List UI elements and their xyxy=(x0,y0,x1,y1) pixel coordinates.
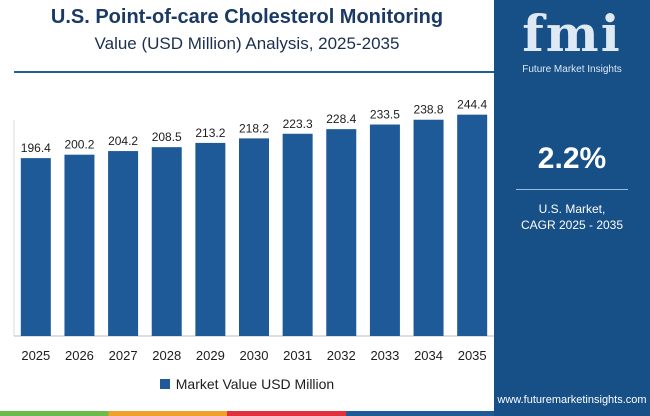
cagr-value: 2.2% xyxy=(537,142,607,175)
bar-2034[interactable] xyxy=(413,119,444,336)
legend-label: Market Value USD Million xyxy=(175,376,335,392)
cagr-label-period: CAGR 2025 - 2035 xyxy=(520,218,624,232)
x-tick-label-2033: 2033 xyxy=(370,348,399,363)
bar-2029[interactable] xyxy=(195,142,226,336)
value-label-2029: 213.2 xyxy=(195,126,225,140)
fmi-logo: fmi Future Market Insights xyxy=(506,8,638,78)
chart-legend: Market Value USD Million xyxy=(0,376,494,392)
bar-2026[interactable] xyxy=(64,154,95,336)
bar-2032[interactable] xyxy=(326,129,357,336)
value-label-2025: 196.4 xyxy=(21,141,51,155)
x-tick-label-2034: 2034 xyxy=(414,348,443,363)
value-label-2035: 244.4 xyxy=(457,98,487,112)
legend-swatch xyxy=(159,379,170,389)
bar-2027[interactable] xyxy=(108,151,139,336)
value-label-2026: 200.2 xyxy=(64,138,94,152)
chart-subtitle: Value (USD Million) Analysis, 2025-2035 xyxy=(94,34,400,53)
cagr-divider xyxy=(516,189,628,190)
side-panel: fmi Future Market Insights 2.2% U.S. Mar… xyxy=(494,0,650,416)
cagr-label-market: U.S. Market, xyxy=(538,202,606,216)
x-tick-label-2032: 2032 xyxy=(327,348,356,363)
x-tick-label-2030: 2030 xyxy=(240,348,269,363)
chart-title: U.S. Point-of-care Cholesterol Monitorin… xyxy=(50,6,444,28)
bar-2030[interactable] xyxy=(239,138,269,336)
x-tick-label-2025: 2025 xyxy=(21,348,50,363)
value-label-2028: 208.5 xyxy=(152,130,182,144)
x-tick-label-2031: 2031 xyxy=(283,348,312,363)
logo-text: fmi xyxy=(522,4,622,63)
x-tick-label-2027: 2027 xyxy=(109,348,138,363)
bar-2031[interactable] xyxy=(282,133,313,336)
x-tick-label-2026: 2026 xyxy=(65,348,94,363)
bar-2033[interactable] xyxy=(369,124,400,336)
x-tick-label-2035: 2035 xyxy=(458,348,487,363)
logo-subtitle: Future Market Insights xyxy=(522,64,622,75)
title-divider xyxy=(14,71,494,73)
bar-2035[interactable] xyxy=(457,114,488,336)
bar-2025[interactable] xyxy=(20,158,51,336)
value-label-2034: 238.8 xyxy=(414,103,444,117)
x-tick-label-2028: 2028 xyxy=(152,348,181,363)
x-tick-label-2029: 2029 xyxy=(196,348,225,363)
website-link[interactable]: www.futuremarketinsights.com xyxy=(497,394,647,406)
bar-chart: 196.4 2025 200.2 2026 204.2 2027 208.5 2028 213.… xyxy=(13,98,494,363)
value-label-2033: 233.5 xyxy=(370,108,400,122)
bar-2028[interactable] xyxy=(151,147,182,336)
color-strip xyxy=(0,411,494,416)
value-label-2031: 223.3 xyxy=(283,117,313,131)
value-label-2027: 204.2 xyxy=(108,134,138,148)
value-label-2032: 228.4 xyxy=(326,112,356,126)
value-label-2030: 218.2 xyxy=(239,121,269,135)
